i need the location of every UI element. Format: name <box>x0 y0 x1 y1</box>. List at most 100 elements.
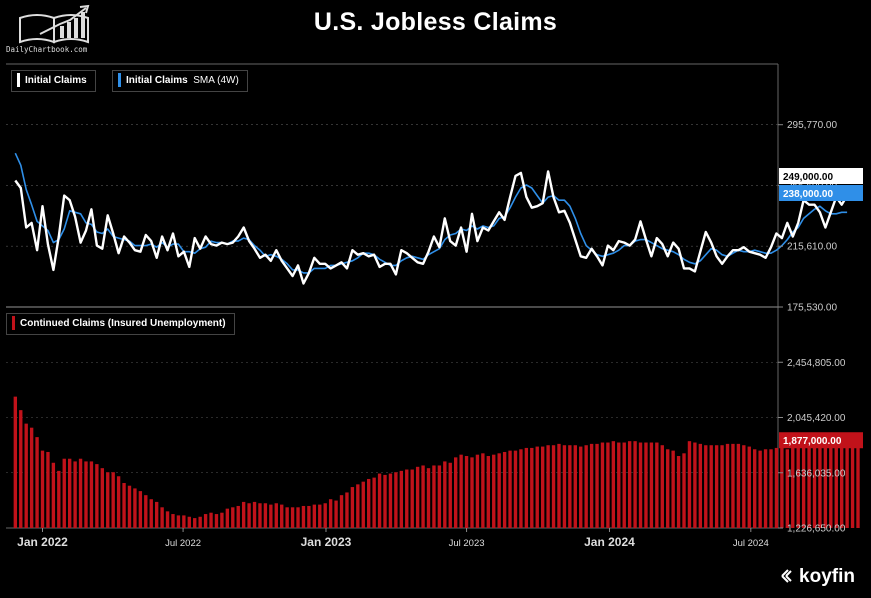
chartbook-logo-icon <box>19 4 90 44</box>
x-tick-label: Jul 2022 <box>165 538 201 549</box>
continued-claims-bar <box>40 450 45 528</box>
continued-claims-bar <box>312 504 317 528</box>
continued-claims-bar <box>709 445 713 528</box>
continued-claims-bar <box>84 461 88 528</box>
continued-claims-bar <box>432 465 436 528</box>
continued-claims-bar <box>818 439 822 528</box>
continued-claims-bar <box>95 464 99 528</box>
continued-claims-bar <box>573 445 577 528</box>
continued-claims-bar <box>660 445 664 528</box>
continued-claims-bar <box>165 511 170 528</box>
continued-claims-bar <box>742 445 746 528</box>
continued-claims-bar <box>508 450 512 528</box>
continued-claims-bar <box>100 468 104 528</box>
continued-claims-bar <box>388 473 393 528</box>
continued-claims-bar <box>116 476 121 528</box>
continued-claims-bar <box>649 442 654 528</box>
continued-claims-bar <box>829 438 833 528</box>
legend-continued-label: Continued Claims (Insured Unemployment) <box>20 318 226 329</box>
continued-claims-bar <box>655 442 659 528</box>
continued-claims-bar <box>850 439 855 528</box>
continued-claims-bar <box>160 507 164 528</box>
continued-claims-bar <box>562 445 567 528</box>
continued-claims-bar <box>328 499 333 528</box>
continued-claims-bar <box>285 507 289 528</box>
y-tick-label: 215,610.00 <box>787 242 837 253</box>
continued-claims-bar <box>600 442 605 528</box>
continued-claims-bar <box>774 447 779 528</box>
continued-claims-bar <box>513 450 518 528</box>
continued-claims-bar <box>736 443 741 528</box>
continued-claims-bar <box>307 505 311 528</box>
legend-swatch-continued <box>12 316 15 331</box>
continued-claims-bar <box>350 487 355 528</box>
continued-claims-bar <box>236 505 240 528</box>
continued-claims-bar <box>481 453 485 528</box>
continued-claims-bar <box>497 453 501 528</box>
y-tick-label: 1,636,035.00 <box>787 468 846 479</box>
page-title: U.S. Jobless Claims <box>313 8 558 36</box>
continued-claims-bar <box>301 505 306 528</box>
continued-claims-bar <box>280 504 284 528</box>
continued-claims-bar <box>622 442 626 528</box>
continued-claims-bar <box>149 499 153 528</box>
logo-text: DailyChartbook.com <box>6 45 88 54</box>
continued-claims-bar <box>372 477 376 528</box>
continued-claims-bar <box>154 501 159 528</box>
continued-claims-bar <box>796 446 800 528</box>
sma-last-value-box <box>779 185 863 201</box>
continued-claims-bar <box>682 453 686 528</box>
legend-swatch-sma <box>118 73 121 88</box>
continued-claims-bar <box>676 456 681 528</box>
continued-claims-bar <box>823 439 828 528</box>
continued-claims-bar <box>394 472 398 528</box>
continued-claims-bar <box>182 515 186 528</box>
continued-claims-bar <box>111 472 115 528</box>
continued-claims-bar <box>557 443 561 528</box>
continued-claims-bar <box>470 457 474 528</box>
continued-claims-bar <box>584 445 588 528</box>
continued-claims-bar <box>475 454 480 528</box>
continued-claims-bar <box>769 449 773 528</box>
continued-claims-bar <box>73 461 77 528</box>
continued-claims-bar <box>345 492 349 528</box>
continued-claims-bar <box>731 443 735 528</box>
continued-claims-bar <box>611 441 616 528</box>
continued-claims-bar <box>78 458 83 528</box>
continued-claims-bar <box>89 461 94 528</box>
continued-claims-bar <box>258 503 262 528</box>
initial-claims-last-value-text: 249,000.00 <box>783 172 833 183</box>
continued-claims-bar <box>644 442 648 528</box>
continued-claims-bar <box>627 441 632 528</box>
continued-claims-bar <box>209 512 213 528</box>
continued-claims-bar <box>106 472 110 528</box>
continued-claims-bar <box>46 451 50 528</box>
last-value-tags: 249,000.00 238,000.00 1,877,000.00 <box>779 168 863 449</box>
legend-initial-label: Initial Claims <box>25 75 87 86</box>
y-tick-label: 1,226,650.00 <box>787 524 846 535</box>
continued-claims-bar <box>693 442 697 528</box>
continued-claims-bar <box>269 504 273 528</box>
continued-claims-bar <box>551 445 556 528</box>
continued-claims-bar <box>606 442 610 528</box>
continued-claims-bar <box>666 449 670 528</box>
continued-claims-bar <box>812 442 817 528</box>
continued-claims-bar <box>127 485 132 528</box>
continued-claims-bar <box>595 443 599 528</box>
continued-claims-bar <box>144 495 148 528</box>
koyfin-brand: koyfin <box>780 566 855 588</box>
continued-claims-bar <box>133 488 137 528</box>
legend-swatch-initial <box>17 73 20 88</box>
continued-claims-bar <box>19 410 23 528</box>
continued-claims-bar <box>241 501 246 528</box>
sma-last-value-text: 238,000.00 <box>783 189 833 200</box>
continued-claims-bar <box>617 442 621 528</box>
legend-initial-claims: Initial Claims <box>11 70 96 92</box>
continued-claims-bar <box>193 518 197 528</box>
continued-claims-bar <box>845 441 849 528</box>
continued-claims-bar <box>725 443 730 528</box>
continued-claims-bar <box>540 446 545 528</box>
legend-sma-param: SMA (4W) <box>193 75 239 86</box>
y-tick-label: 2,454,805.00 <box>787 358 846 369</box>
